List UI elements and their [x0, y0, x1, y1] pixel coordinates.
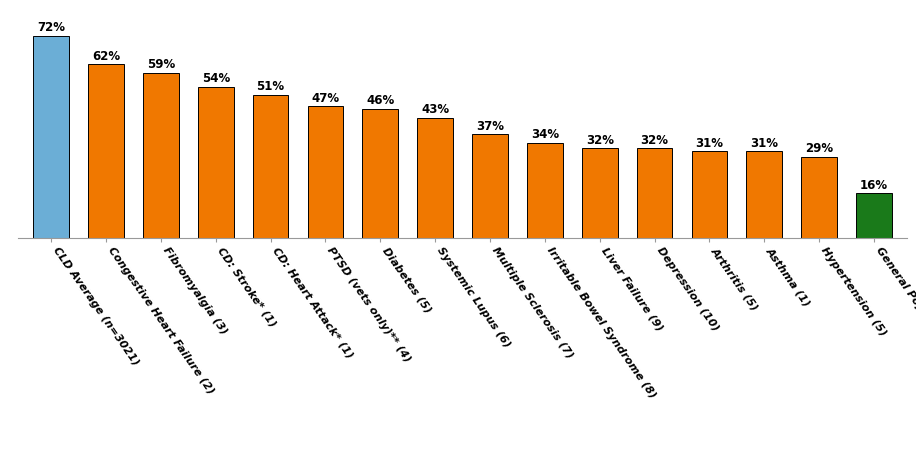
Bar — [637, 148, 672, 238]
Text: 46%: 46% — [366, 94, 395, 108]
Text: 37%: 37% — [476, 120, 504, 133]
Text: 32%: 32% — [585, 134, 614, 147]
Text: 43%: 43% — [421, 103, 449, 116]
Text: 31%: 31% — [750, 136, 779, 149]
Bar — [363, 109, 398, 238]
Text: 51%: 51% — [256, 81, 285, 93]
Text: 62%: 62% — [92, 49, 120, 63]
Text: 32%: 32% — [640, 134, 669, 147]
Text: 34%: 34% — [530, 128, 559, 141]
Text: 16%: 16% — [860, 179, 888, 191]
Text: 59%: 59% — [147, 58, 175, 71]
Bar — [472, 134, 507, 238]
Text: 47%: 47% — [311, 92, 340, 104]
Bar — [692, 151, 727, 238]
Text: 72%: 72% — [38, 22, 65, 34]
Bar — [88, 64, 124, 238]
Bar — [527, 143, 562, 238]
Text: 54%: 54% — [202, 72, 230, 85]
Bar — [143, 73, 179, 238]
Text: 29%: 29% — [805, 142, 834, 155]
Bar — [582, 148, 617, 238]
Bar — [198, 87, 234, 238]
Text: 31%: 31% — [695, 136, 724, 149]
Bar — [33, 36, 69, 238]
Bar — [308, 106, 344, 238]
Bar — [747, 151, 782, 238]
Bar — [418, 118, 453, 238]
Bar — [856, 193, 892, 238]
Bar — [802, 157, 837, 238]
Bar — [253, 95, 289, 238]
